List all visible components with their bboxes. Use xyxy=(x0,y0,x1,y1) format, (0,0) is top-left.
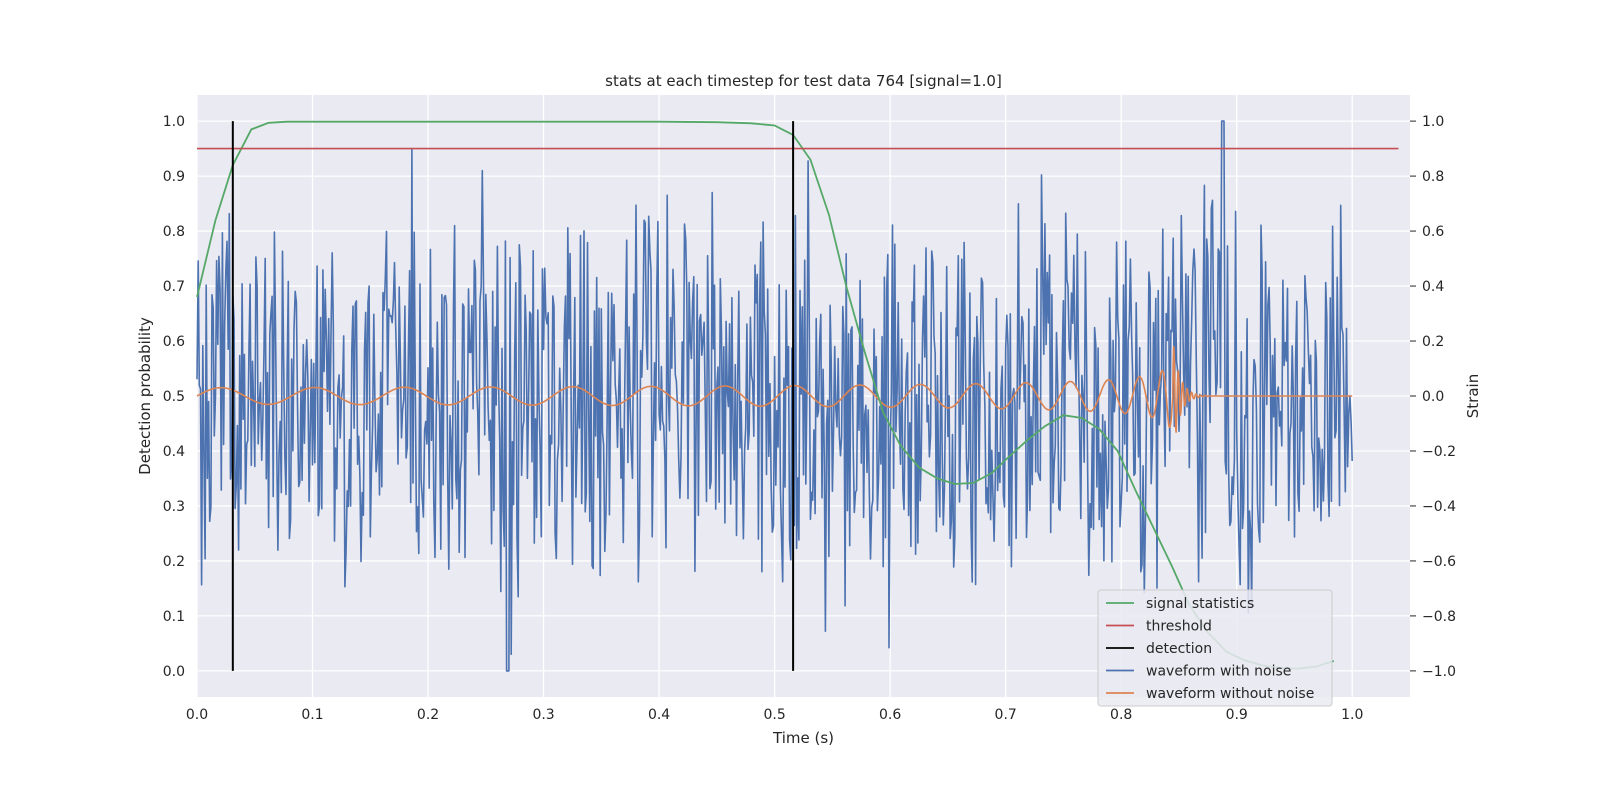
y-right-tick-label: 1.0 xyxy=(1422,114,1444,130)
y-right-tick-label: 0.2 xyxy=(1422,334,1444,350)
legend-box xyxy=(1097,589,1333,707)
y-right-tick-label: 0.0 xyxy=(1422,389,1444,405)
y-right-tick-label: −1.0 xyxy=(1422,664,1456,680)
legend-label: waveform with noise xyxy=(1146,664,1291,680)
axes-layer: 0.0 0.1 0.2 0.3 0.4 0.5 0.6 0.7 0.8 0.9 1.0 0.0 0.1 0… xyxy=(163,114,1456,723)
y-right-tick-label: −0.6 xyxy=(1422,554,1456,570)
x-tick-label: 0.5 xyxy=(763,707,785,723)
y-right-tick-label: −0.4 xyxy=(1422,499,1456,515)
y-left-tick-label: 1.0 xyxy=(163,114,185,130)
x-tick-label: 0.9 xyxy=(1226,707,1248,723)
y-left-tick-label: 0.7 xyxy=(163,279,185,295)
y-left-tick-label: 0.1 xyxy=(163,609,185,625)
y-left-tick-label: 0.5 xyxy=(163,389,185,405)
series-waveform-without-noise xyxy=(196,345,1353,433)
x-tick-label: 0.0 xyxy=(186,707,208,723)
x-tick-label: 0.6 xyxy=(879,707,901,723)
legend-label: threshold xyxy=(1146,619,1212,635)
x-tick-label: 1.0 xyxy=(1341,707,1363,723)
y-right-tick-label: −0.8 xyxy=(1422,609,1456,625)
y-right-tick-label: 0.8 xyxy=(1422,169,1444,185)
y-right-tick-label: 0.4 xyxy=(1422,279,1444,295)
y-left-tick-label: 0.8 xyxy=(163,224,185,240)
series-waveform-with-noise xyxy=(196,120,1353,672)
x-tick-label: 0.2 xyxy=(417,707,439,723)
y-left-tick-label: 0.2 xyxy=(163,554,185,570)
x-tick-label: 0.4 xyxy=(648,707,670,723)
y-left-tick-label: 0.4 xyxy=(163,444,185,460)
y-axis-left-label: Detection probability xyxy=(136,317,154,475)
y-right-tick-label: −0.2 xyxy=(1422,444,1456,460)
y-left-tick-label: 0.0 xyxy=(163,664,185,680)
y-axis-right-label: Strain xyxy=(1464,374,1482,418)
x-tick-label: 0.7 xyxy=(995,707,1017,723)
x-tick-label: 0.1 xyxy=(301,707,323,723)
y-left-tick-label: 0.3 xyxy=(163,499,185,515)
chart-title: stats at each timestep for test data 764… xyxy=(605,72,1002,90)
x-tick-label: 0.8 xyxy=(1110,707,1132,723)
x-axis-label: Time (s) xyxy=(772,729,834,747)
y-right-tick-label: 0.6 xyxy=(1422,224,1444,240)
legend-label: signal statistics xyxy=(1146,596,1254,612)
legend-label: detection xyxy=(1146,641,1212,657)
y-left-tick-label: 0.9 xyxy=(163,169,185,185)
legend-label: waveform without noise xyxy=(1146,686,1314,702)
series-layer xyxy=(196,120,1399,672)
x-tick-label: 0.3 xyxy=(532,707,554,723)
legend: signal statistics threshold detection wavef… xyxy=(1097,589,1333,707)
y-left-tick-label: 0.6 xyxy=(163,334,185,350)
